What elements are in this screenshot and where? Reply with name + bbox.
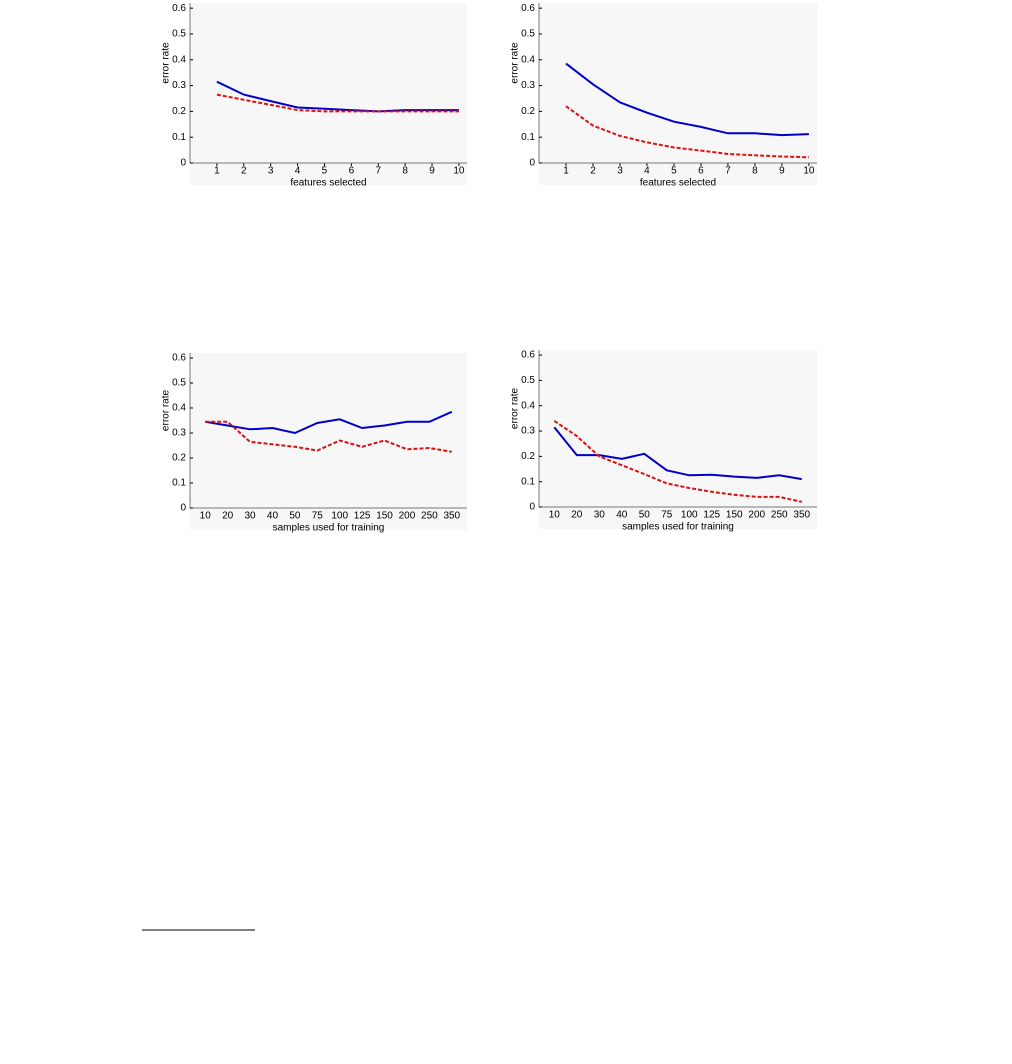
y-tick-label: 0.4 (172, 54, 186, 65)
x-tick-label: 6 (698, 166, 704, 177)
y-tick-label: 0.1 (172, 478, 186, 489)
y-axis-label: error rate (161, 390, 172, 432)
y-tick-label: 0.2 (172, 106, 186, 117)
x-tick-label: 350 (793, 510, 810, 521)
x-tick-label: 5 (322, 166, 328, 177)
series-line (216, 93, 459, 113)
y-tick-label: 0.5 (521, 29, 535, 40)
y-tick-label: 0.5 (172, 378, 186, 389)
plot-area (190, 3, 467, 185)
y-tick-label: 0 (180, 158, 186, 169)
y-tick-label: 0.3 (521, 426, 535, 437)
x-tick-label: 20 (222, 511, 234, 522)
x-tick-label: 3 (268, 166, 274, 177)
plot-area (539, 3, 817, 185)
y-tick-label: 0.1 (172, 132, 186, 143)
y-tick-label: 0.3 (172, 80, 186, 91)
x-tick-label: 1 (563, 166, 569, 177)
x-tick-label: 75 (312, 511, 324, 522)
y-tick-label: 0.2 (172, 453, 186, 464)
x-tick-label: 9 (779, 166, 785, 177)
chart: 1 2 3 4 5 6 7 8 9 10 0 0.1 0.2 0.3 0.4 0.5 0.6 features s… (161, 3, 467, 189)
x-tick-label: 8 (752, 166, 758, 177)
x-tick-label: 150 (726, 510, 743, 521)
x-axis-label: samples used for training (273, 523, 385, 534)
series-line (216, 80, 459, 113)
x-tick-label: 50 (289, 511, 301, 522)
y-tick-label: 0.5 (521, 375, 535, 386)
y-tick-label: 0 (529, 502, 535, 513)
x-tick-label: 10 (200, 511, 212, 522)
series-line (205, 410, 453, 435)
x-tick-label: 5 (671, 166, 677, 177)
chart: 10 20 30 40 50 75 100 125 150 200 250 350 0 0.1 0.2 0.3… (161, 353, 467, 534)
x-tick-label: 1 (214, 166, 220, 177)
x-tick-label: 4 (295, 166, 301, 177)
y-tick-label: 0 (529, 158, 535, 169)
x-axis-label: samples used for training (622, 522, 734, 533)
x-tick-label: 10 (453, 166, 465, 177)
y-tick-label: 0.1 (521, 132, 535, 143)
x-tick-label: 6 (349, 166, 355, 177)
series-line (553, 420, 803, 503)
series-line (205, 420, 452, 453)
y-axis-label: error rate (161, 42, 172, 84)
x-tick-label: 2 (241, 166, 247, 177)
x-tick-label: 40 (616, 510, 628, 521)
x-tick-label: 200 (399, 511, 416, 522)
x-tick-label: 50 (639, 510, 651, 521)
y-axis-label: error rate (510, 42, 521, 84)
x-tick-label: 200 (748, 510, 765, 521)
x-tick-label: 125 (703, 510, 720, 521)
x-axis-label: features selected (290, 178, 366, 189)
x-tick-label: 100 (681, 510, 698, 521)
y-tick-label: 0.2 (521, 451, 535, 462)
x-tick-label: 20 (571, 510, 583, 521)
x-tick-label: 100 (331, 511, 348, 522)
y-tick-label: 0.6 (172, 3, 186, 14)
x-tick-label: 40 (267, 511, 279, 522)
x-tick-label: 2 (590, 166, 596, 177)
x-tick-label: 250 (771, 510, 788, 521)
y-tick-label: 0.1 (521, 476, 535, 487)
chart: 1 2 3 4 5 6 7 8 9 10 0 0.1 0.2 0.3 0.4 0.5 0.6 features s… (510, 3, 817, 189)
x-tick-label: 8 (402, 166, 408, 177)
chart: 10 20 30 40 50 75 100 125 150 200 250 350 0 0.1 0.2 0.3… (510, 350, 817, 533)
x-tick-label: 3 (617, 166, 623, 177)
y-tick-label: 0.4 (172, 403, 186, 414)
x-tick-label: 9 (429, 166, 435, 177)
y-tick-label: 0.4 (521, 400, 535, 411)
x-tick-label: 10 (549, 510, 561, 521)
series-line (565, 105, 809, 159)
y-tick-label: 0.3 (172, 428, 186, 439)
y-tick-label: 0.6 (172, 353, 186, 364)
x-tick-label: 30 (594, 510, 606, 521)
y-tick-label: 0.6 (521, 3, 535, 14)
y-tick-label: 0.3 (521, 80, 535, 91)
x-tick-label: 350 (443, 511, 460, 522)
y-axis-label: error rate (510, 388, 521, 430)
x-axis-label: features selected (640, 178, 716, 189)
x-tick-label: 150 (376, 511, 393, 522)
x-tick-label: 75 (661, 510, 673, 521)
series-line (553, 426, 802, 481)
y-tick-label: 0 (180, 503, 186, 514)
plot-area (539, 350, 817, 529)
x-tick-label: 250 (421, 511, 438, 522)
x-tick-label: 10 (803, 166, 815, 177)
y-tick-label: 0.5 (172, 29, 186, 40)
x-tick-label: 125 (354, 511, 371, 522)
y-tick-label: 0.2 (521, 106, 535, 117)
x-tick-label: 30 (244, 511, 256, 522)
x-tick-label: 7 (375, 166, 381, 177)
y-tick-label: 0.6 (521, 350, 535, 361)
series-line (565, 62, 809, 137)
x-tick-label: 7 (725, 166, 731, 177)
plot-area (190, 353, 467, 530)
y-tick-label: 0.4 (521, 54, 535, 65)
x-tick-label: 4 (644, 166, 650, 177)
